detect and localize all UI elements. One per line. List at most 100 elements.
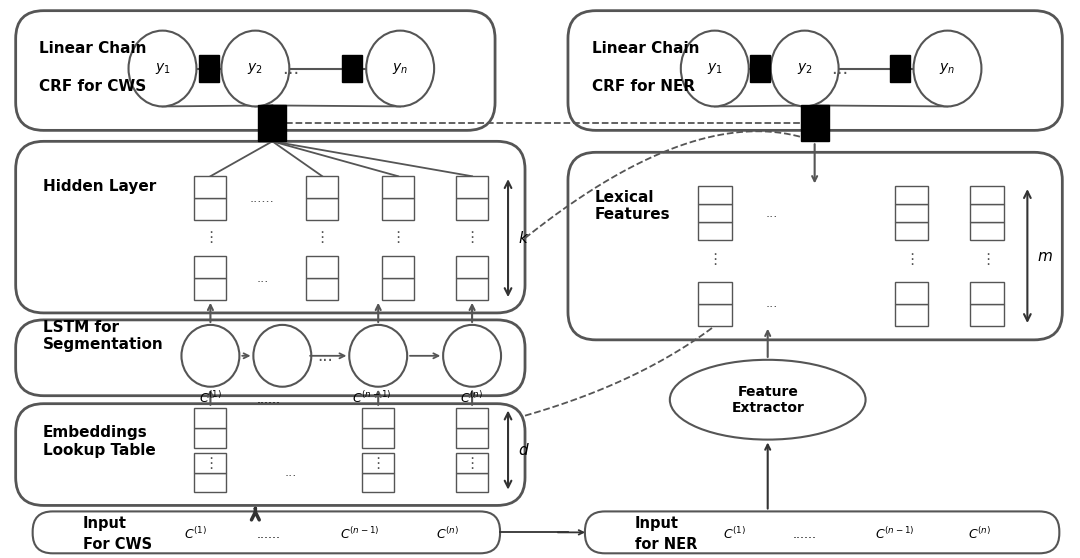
Bar xyxy=(456,256,488,278)
Text: k: k xyxy=(518,230,527,246)
Text: ...: ... xyxy=(831,60,848,78)
Text: ......: ...... xyxy=(256,528,281,541)
Ellipse shape xyxy=(254,325,311,387)
Bar xyxy=(194,427,227,448)
Bar xyxy=(194,176,227,198)
Text: $y_2$: $y_2$ xyxy=(797,61,812,76)
FancyBboxPatch shape xyxy=(568,152,1063,340)
Bar xyxy=(382,278,414,300)
Text: ...: ... xyxy=(256,272,269,285)
Bar xyxy=(194,256,227,278)
Bar xyxy=(362,427,394,448)
Bar xyxy=(382,198,414,220)
Text: ......: ...... xyxy=(256,393,281,406)
FancyBboxPatch shape xyxy=(32,512,500,554)
Ellipse shape xyxy=(181,325,240,387)
Text: Linear Chain: Linear Chain xyxy=(39,41,146,56)
FancyBboxPatch shape xyxy=(16,320,525,396)
Text: CRF for CWS: CRF for CWS xyxy=(39,79,146,94)
FancyBboxPatch shape xyxy=(16,11,495,131)
Ellipse shape xyxy=(680,31,748,107)
Text: CRF for NER: CRF for NER xyxy=(592,79,696,94)
Ellipse shape xyxy=(443,325,501,387)
Text: $C^{(n)}$: $C^{(n)}$ xyxy=(436,526,460,542)
Text: $C^{(n-1)}$: $C^{(n-1)}$ xyxy=(340,526,380,542)
Ellipse shape xyxy=(349,325,407,387)
Bar xyxy=(456,427,488,448)
FancyBboxPatch shape xyxy=(568,11,1063,131)
Bar xyxy=(362,473,394,493)
Bar xyxy=(971,304,1004,326)
Bar xyxy=(258,105,286,141)
Text: Hidden Layer: Hidden Layer xyxy=(42,179,156,194)
Text: ⋮: ⋮ xyxy=(314,229,329,244)
Bar xyxy=(382,176,414,198)
Bar xyxy=(894,222,929,240)
Text: $y_n$: $y_n$ xyxy=(392,61,408,76)
Text: ⋮: ⋮ xyxy=(391,229,406,244)
Bar xyxy=(456,408,488,427)
Bar xyxy=(894,282,929,304)
Text: ⋮: ⋮ xyxy=(464,456,480,471)
Text: ⋮: ⋮ xyxy=(370,456,386,471)
FancyBboxPatch shape xyxy=(16,403,525,506)
Bar xyxy=(307,198,338,220)
Bar xyxy=(971,204,1004,222)
Bar xyxy=(456,473,488,493)
Text: $C^{(1)}$: $C^{(1)}$ xyxy=(199,390,222,406)
Bar xyxy=(894,186,929,204)
Text: Lexical
Features: Lexical Features xyxy=(595,190,671,223)
Text: ⋮: ⋮ xyxy=(707,252,723,267)
Bar xyxy=(698,186,732,204)
Text: $y_n$: $y_n$ xyxy=(940,61,956,76)
Ellipse shape xyxy=(129,31,197,107)
Text: ...: ... xyxy=(282,60,299,78)
Bar xyxy=(194,473,227,493)
Bar xyxy=(698,282,732,304)
Ellipse shape xyxy=(914,31,982,107)
Text: ...: ... xyxy=(284,466,297,479)
Text: $C^{(1)}$: $C^{(1)}$ xyxy=(184,526,207,542)
Text: ⋮: ⋮ xyxy=(904,252,919,267)
Text: For CWS: For CWS xyxy=(82,537,151,552)
FancyBboxPatch shape xyxy=(585,512,1059,554)
Ellipse shape xyxy=(366,31,434,107)
Text: ⋮: ⋮ xyxy=(203,456,218,471)
FancyBboxPatch shape xyxy=(16,141,525,313)
Bar xyxy=(971,222,1004,240)
Text: $C^{(n-1)}$: $C^{(n-1)}$ xyxy=(875,526,915,542)
Bar xyxy=(456,198,488,220)
Bar xyxy=(194,408,227,427)
Text: ...: ... xyxy=(766,297,778,310)
Text: $y_1$: $y_1$ xyxy=(707,61,723,76)
Bar xyxy=(382,256,414,278)
Text: $y_2$: $y_2$ xyxy=(247,61,264,76)
Bar xyxy=(800,105,828,141)
Text: Input: Input xyxy=(635,516,679,531)
Bar xyxy=(698,204,732,222)
Text: ...: ... xyxy=(766,206,778,220)
Text: ......: ...... xyxy=(793,528,816,541)
Bar xyxy=(456,453,488,473)
Text: Embeddings
Lookup Table: Embeddings Lookup Table xyxy=(42,425,156,458)
Text: $C^{(n-1)}$: $C^{(n-1)}$ xyxy=(352,390,392,406)
Text: Linear Chain: Linear Chain xyxy=(592,41,700,56)
Ellipse shape xyxy=(670,360,865,440)
Bar xyxy=(890,55,909,83)
Bar xyxy=(194,453,227,473)
Text: $y_1$: $y_1$ xyxy=(154,61,171,76)
Text: ...: ... xyxy=(318,347,333,365)
Ellipse shape xyxy=(771,31,838,107)
Text: $C^{(n)}$: $C^{(n)}$ xyxy=(968,526,991,542)
Text: for NER: for NER xyxy=(635,537,698,552)
Bar xyxy=(200,55,219,83)
Text: d: d xyxy=(518,442,528,458)
Bar xyxy=(307,278,338,300)
Bar xyxy=(362,453,394,473)
Bar xyxy=(698,304,732,326)
Bar xyxy=(971,282,1004,304)
Bar xyxy=(362,408,394,427)
Text: m: m xyxy=(1038,248,1052,263)
Text: ⋮: ⋮ xyxy=(464,229,480,244)
Text: $C^{(1)}$: $C^{(1)}$ xyxy=(724,526,746,542)
